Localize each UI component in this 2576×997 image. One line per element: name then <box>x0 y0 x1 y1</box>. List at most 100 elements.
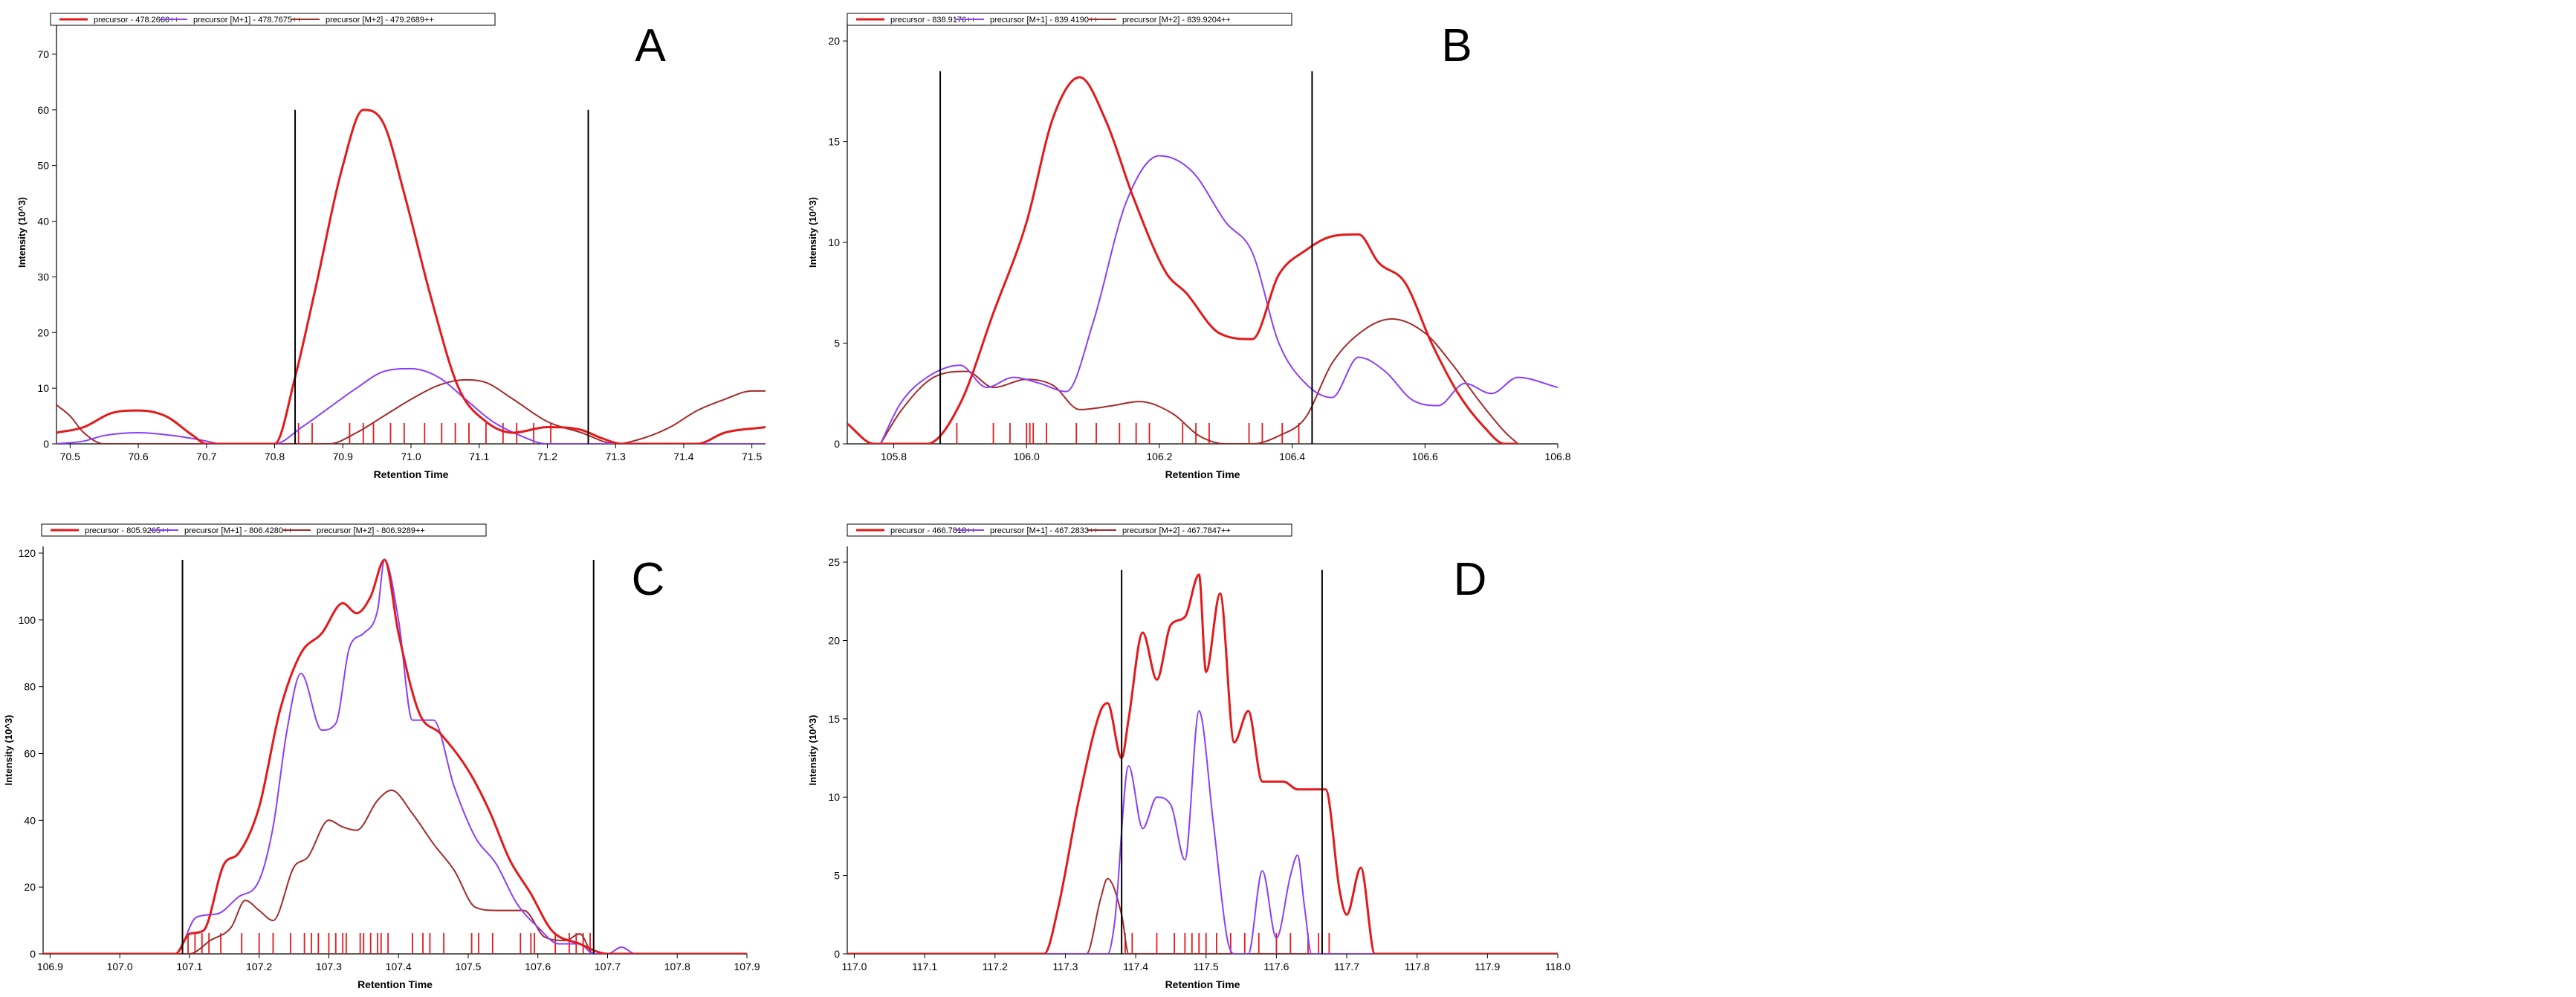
y-tick-label: 0 <box>834 438 840 450</box>
series-line <box>56 378 766 444</box>
y-axis-label: Intensity (10^3) <box>807 197 818 268</box>
y-tick-label: 40 <box>37 216 49 228</box>
chart-panel-a: 0 10 20 30 40 50 60 70 70.5 70.6 70.7 70.8 70.9 71.0 7… <box>16 13 766 480</box>
legend-entry: precursor [M+2] - 479.2689++ <box>326 16 434 25</box>
y-tick-label: 0 <box>30 948 36 960</box>
y-tick-label: 15 <box>828 136 840 148</box>
legend-entry: precursor [M+2] - 467.7847++ <box>1122 526 1231 535</box>
y-tick-label: 5 <box>834 338 840 349</box>
y-tick-label: 20 <box>828 35 840 47</box>
y-tick-label: 50 <box>37 160 49 172</box>
x-axis-label: Retention Time <box>1165 468 1240 480</box>
x-tick-label: 107.7 <box>595 961 621 972</box>
x-tick-label: 71.4 <box>673 451 693 462</box>
x-tick-label: 107.4 <box>386 961 412 972</box>
series-line <box>43 558 747 954</box>
x-tick-label: 117.8 <box>1405 961 1430 972</box>
x-tick-label: 117.9 <box>1475 961 1500 972</box>
y-tick-label: 5 <box>834 870 840 882</box>
x-tick-label: 117.5 <box>1194 961 1219 972</box>
x-tick-label: 70.5 <box>60 451 80 462</box>
y-tick-label: 20 <box>828 634 840 646</box>
x-axis-label: Retention Time <box>357 978 433 990</box>
x-tick-label: 107.9 <box>734 961 760 972</box>
x-tick-label: 106.6 <box>1412 451 1438 462</box>
x-axis-label: Retention Time <box>1165 978 1240 990</box>
chart-panel-b: 0 5 10 15 20 105.8 106.0 106.2 106.4 106.6 106.8 pr… <box>807 13 1571 480</box>
y-tick-label: 0 <box>834 948 840 960</box>
x-tick-label: 117.6 <box>1263 961 1289 972</box>
legend-entry: precursor [M+1] - 467.2833++ <box>990 526 1098 535</box>
legend-entry: precursor [M+2] - 806.9289++ <box>317 526 425 535</box>
x-tick-label: 106.0 <box>1014 451 1040 462</box>
legend-entry: precursor [M+1] - 806.4280++ <box>184 526 293 535</box>
y-axis-label: Intensity (10^3) <box>807 714 818 785</box>
legend-entry: precursor [M+1] - 478.7675++ <box>193 16 302 25</box>
series-line <box>847 710 1558 954</box>
x-tick-label: 71.5 <box>742 451 762 462</box>
x-tick-label: 117.2 <box>983 961 1008 972</box>
y-tick-label: 40 <box>24 814 36 826</box>
y-tick-label: 100 <box>19 614 36 626</box>
series-line <box>847 573 1558 954</box>
x-tick-label: 117.0 <box>841 961 867 972</box>
series-line <box>879 318 1519 444</box>
y-tick-label: 25 <box>828 556 840 568</box>
panel-label: B <box>1441 20 1472 71</box>
x-tick-label: 106.2 <box>1146 451 1172 462</box>
x-tick-label: 70.9 <box>333 451 353 462</box>
y-tick-label: 10 <box>37 382 49 394</box>
x-tick-label: 107.0 <box>107 961 133 972</box>
x-tick-label: 71.1 <box>469 451 489 462</box>
y-tick-label: 20 <box>24 881 36 893</box>
y-tick-label: 10 <box>828 791 840 803</box>
series-line <box>56 367 766 444</box>
series-line <box>43 789 747 954</box>
legend-entry: precursor [M+1] - 839.4190++ <box>990 16 1098 25</box>
y-tick-label: 30 <box>37 271 49 283</box>
x-tick-label: 107.3 <box>316 961 342 972</box>
legend-entry: precursor - 805.9265++ <box>85 526 170 535</box>
legend-box <box>50 13 496 26</box>
legend-entry: precursor - 466.7818++ <box>890 526 976 535</box>
series-line <box>847 877 1558 954</box>
legend-entry: precursor [M+2] - 839.9204++ <box>1122 16 1231 25</box>
y-tick-label: 20 <box>37 326 49 338</box>
y-tick-label: 0 <box>43 438 49 450</box>
y-axis-label: Intensity (10^3) <box>3 714 14 785</box>
legend-entry: precursor - 478.2660++ <box>94 16 179 25</box>
x-tick-label: 70.7 <box>196 451 216 462</box>
panel-label: C <box>632 554 665 605</box>
legend-box <box>847 523 1292 537</box>
x-tick-label: 107.2 <box>246 961 272 972</box>
chart-panel-d: 0 5 10 15 20 25 117.0 117.1 117.2 117.3 117.4 117.5… <box>807 523 1570 990</box>
x-tick-label: 106.9 <box>37 961 63 972</box>
legend-box <box>41 523 487 537</box>
x-tick-label: 71.0 <box>401 451 421 462</box>
x-tick-label: 106.4 <box>1279 451 1305 462</box>
y-tick-label: 80 <box>24 681 36 693</box>
x-tick-label: 107.5 <box>455 961 481 972</box>
x-tick-label: 117.1 <box>912 961 937 972</box>
panel-label: A <box>635 20 666 71</box>
x-tick-label: 117.3 <box>1052 961 1078 972</box>
x-tick-label: 117.4 <box>1123 961 1148 972</box>
x-tick-label: 107.6 <box>525 961 551 972</box>
x-tick-label: 70.6 <box>128 451 148 462</box>
x-tick-label: 117.7 <box>1334 961 1359 972</box>
y-tick-label: 60 <box>37 104 49 116</box>
y-tick-label: 70 <box>37 48 49 60</box>
panel-label: D <box>1454 554 1487 605</box>
x-tick-label: 71.3 <box>606 451 626 462</box>
series-line <box>56 109 766 444</box>
x-tick-label: 105.8 <box>881 451 907 462</box>
y-tick-label: 15 <box>828 713 840 725</box>
legend-box <box>847 13 1292 26</box>
x-tick-label: 106.8 <box>1544 451 1570 462</box>
x-tick-label: 118.0 <box>1545 961 1570 972</box>
x-tick-label: 107.8 <box>664 961 690 972</box>
x-tick-label: 71.2 <box>537 451 557 462</box>
chart-panel-c: 0 20 40 60 80 100 120 106.9 107.0 107.1 107.2 107.3… <box>3 523 760 990</box>
y-axis-label: Intensity (10^3) <box>16 197 27 268</box>
